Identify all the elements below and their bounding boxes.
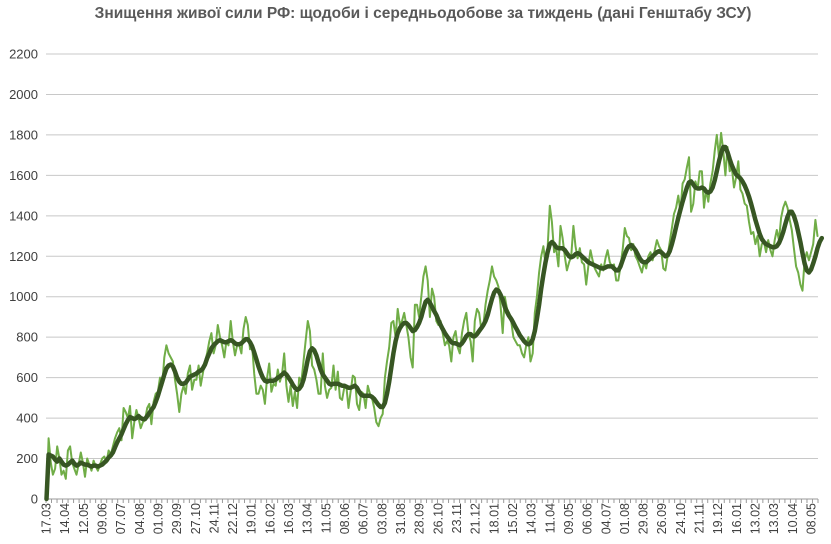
x-tick-label: 11.05: [319, 503, 333, 533]
x-axis: 17.03 14.04 12.05 09.06 07.07 04.08 01.09 29.09…: [40, 498, 819, 534]
x-tick-label: 26.09: [655, 503, 669, 534]
y-tick-label: 200: [16, 451, 38, 466]
y-tick-label: 2000: [9, 87, 38, 102]
x-tick-label: 24.10: [674, 503, 688, 534]
x-tick-label: 07.07: [114, 503, 128, 534]
y-tick-label: 400: [16, 411, 38, 426]
x-tick-label: 12.05: [77, 503, 91, 534]
x-tick-label: 08.05: [805, 503, 819, 534]
x-tick-label: 28.09: [413, 503, 427, 534]
weekly-average-series-line: [44, 144, 825, 502]
y-tick-label: 1000: [9, 289, 38, 304]
x-tick-label: 21.12: [469, 503, 483, 534]
x-tick-label: 29.08: [637, 503, 651, 534]
x-tick-label: 13.02: [749, 503, 763, 534]
y-tick-label: 1600: [9, 168, 38, 183]
x-tick-label: 16.02: [263, 503, 277, 534]
x-tick-label: 16.03: [282, 503, 296, 534]
x-tick-label: 10.04: [786, 503, 800, 534]
y-tick-label: 1800: [9, 127, 38, 142]
x-tick-label: 27.10: [189, 503, 203, 534]
x-tick-label: 31.08: [394, 503, 408, 534]
x-tick-label: 15.02: [506, 503, 520, 534]
y-tick-label: 800: [16, 330, 38, 345]
x-tick-label: 18.01: [487, 503, 501, 534]
x-tick-label: 08.06: [338, 503, 352, 534]
x-tick-label: 04.08: [133, 503, 147, 534]
x-tick-label: 17.03: [40, 503, 54, 534]
x-tick-label: 21.11: [693, 503, 707, 533]
y-tick-label: 0: [31, 492, 38, 507]
x-tick-label: 06.06: [581, 503, 595, 534]
x-tick-label: 13.04: [301, 503, 315, 534]
gridlines: [46, 53, 818, 460]
daily-series-line: [45, 131, 819, 500]
x-tick-label: 11.04: [543, 503, 557, 533]
y-tick-label: 2200: [9, 47, 38, 62]
x-tick-label: 03.08: [375, 503, 389, 534]
x-tick-label: 26.10: [431, 503, 445, 534]
x-tick-label: 29.09: [170, 503, 184, 534]
x-tick-label: 24.11: [207, 503, 221, 533]
x-tick-label: 01.09: [151, 503, 165, 534]
x-tick-label: 23.11: [450, 503, 464, 533]
x-tick-label: 14.04: [58, 503, 72, 534]
chart-title: Знищення живої сили РФ: щодоби і середнь…: [95, 5, 752, 22]
x-tick-label: 01.08: [618, 503, 632, 534]
x-tick-label: 19.12: [711, 503, 725, 534]
y-tick-label: 1200: [9, 249, 38, 264]
y-tick-label: 1400: [9, 208, 38, 223]
y-axis: 0 200 400 600 800 1000 1200 1400 1600 1800 2000 220…: [9, 47, 38, 507]
x-tick-label: 04.07: [599, 503, 613, 534]
x-tick-label: 14.03: [525, 503, 539, 534]
series-layer: [44, 131, 825, 502]
x-tick-label: 19.01: [245, 503, 259, 534]
x-tick-label: 13.03: [767, 503, 781, 534]
x-tick-label: 09.06: [95, 503, 109, 534]
x-tick-label: 06.07: [357, 503, 371, 534]
x-tick-label: 16.01: [730, 503, 744, 534]
y-tick-label: 600: [16, 370, 38, 385]
x-tick-label: 09.05: [562, 503, 576, 534]
x-tick-label: 22.12: [226, 503, 240, 534]
